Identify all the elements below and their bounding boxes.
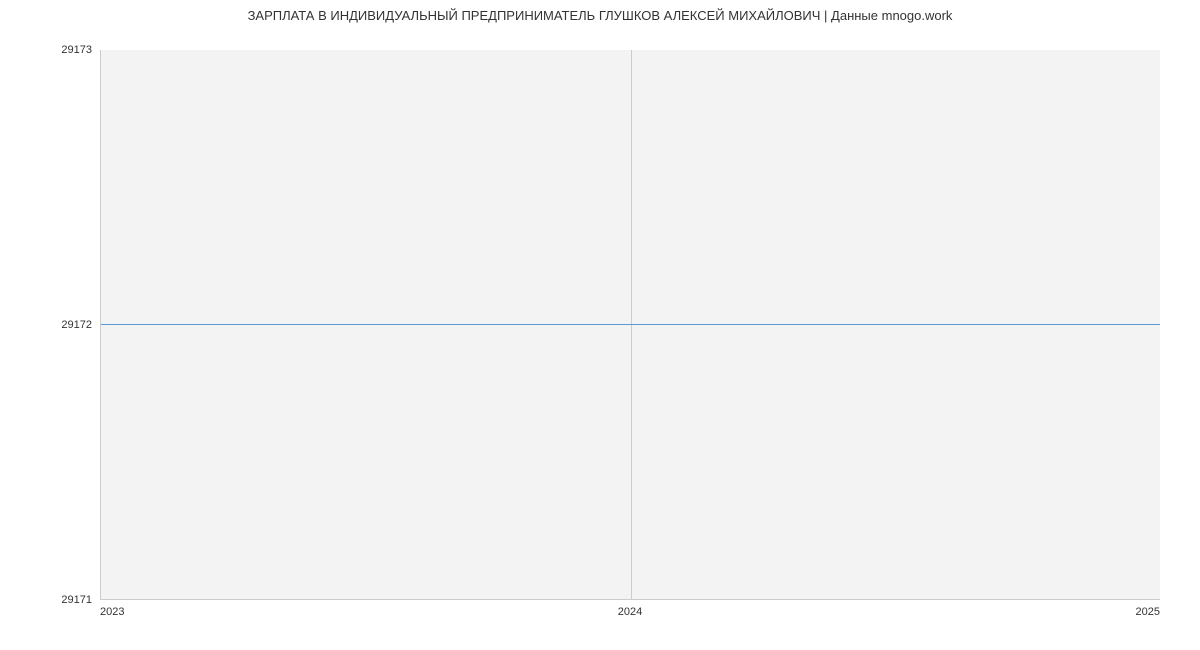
series-line	[101, 324, 1160, 325]
x-tick-label: 2025	[1100, 606, 1160, 618]
chart-title: ЗАРПЛАТА В ИНДИВИДУАЛЬНЫЙ ПРЕДПРИНИМАТЕЛ…	[0, 8, 1200, 23]
x-tick-label: 2023	[100, 606, 160, 618]
x-tick-label: 2024	[600, 606, 660, 618]
y-tick-label: 29172	[0, 319, 92, 331]
y-tick-label: 29173	[0, 44, 92, 56]
plot-area	[100, 50, 1160, 600]
y-tick-label: 29171	[0, 594, 92, 606]
